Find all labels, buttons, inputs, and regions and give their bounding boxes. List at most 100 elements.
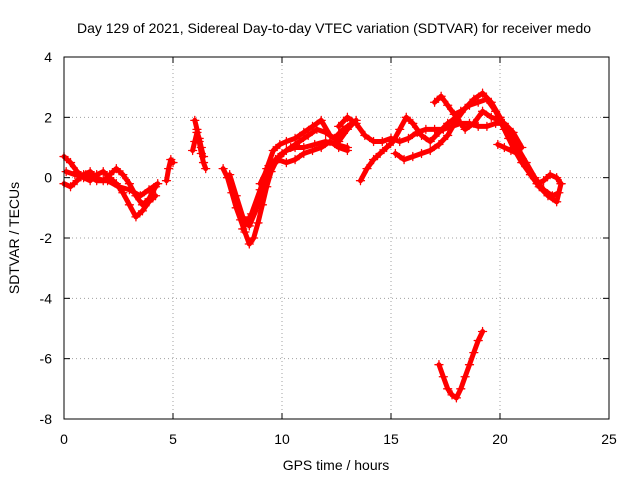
data-point [290,133,300,144]
data-point [449,109,459,119]
data-point [456,106,466,116]
data-point [102,176,113,186]
series-arc16 [434,326,488,403]
data-point [552,173,562,183]
data-point [360,130,370,141]
data-point [403,133,414,144]
data-point [238,212,248,222]
data-point [307,121,318,132]
data-point [443,130,453,141]
data-point [249,233,259,243]
data-point [456,384,466,394]
data-point [434,360,444,370]
data-point [525,170,536,180]
series-arc3 [61,166,163,201]
series-trace [164,157,176,184]
data-point [144,194,154,204]
data-point [473,335,483,346]
x-tick-label: 20 [492,431,508,447]
data-point [137,200,148,210]
x-tick-label: 0 [60,431,68,447]
data-point [543,191,553,201]
data-point [499,142,510,153]
data-point [443,384,453,394]
y-tick-label: -2 [40,230,53,246]
data-point [65,157,76,168]
y-tick-label: -8 [40,411,53,427]
data-point [429,97,440,107]
data-point [473,97,483,107]
data-point [408,151,418,162]
data-point [105,170,115,180]
y-tick-label: 0 [44,170,52,186]
data-point [388,136,398,147]
data-point [477,106,488,116]
data-point [425,145,435,156]
data-point [469,347,479,358]
data-point [538,176,549,186]
data-point [307,145,318,156]
data-point [434,139,444,150]
data-point [512,148,523,159]
data-point [98,166,108,177]
data-point [342,145,353,156]
data-point [451,115,462,125]
data-point [316,142,326,153]
data-point [425,136,435,147]
data-point [277,148,287,159]
data-point [460,372,470,382]
chart-title: Day 129 of 2021, Sidereal Day-to-day VTE… [77,20,591,36]
data-point [342,124,353,135]
data-point [238,224,248,234]
data-point [506,145,516,156]
series-arc8 [225,118,357,231]
series-arc10 [255,136,353,189]
data-point [153,179,163,189]
data-point [272,154,283,165]
x-axis: 0 5 10 15 20 25 [60,57,617,447]
data-point [499,124,510,135]
y-tick-label: -6 [40,351,53,367]
data-point [438,372,448,382]
data-series-group [59,88,566,403]
data-point [192,127,202,138]
data-point [92,176,102,186]
data-point [281,157,292,168]
data-point [113,182,124,192]
data-point [416,130,427,141]
data-point [451,393,462,403]
data-point [334,121,344,132]
data-point [168,157,178,168]
data-point [118,170,128,180]
data-point [416,148,427,159]
data-point [264,160,274,171]
data-point [342,112,353,122]
data-point [281,136,292,147]
data-point [325,136,335,147]
data-point [246,209,257,219]
data-point [244,239,254,249]
y-axis-label: SDTVAR / TECUs [6,182,22,294]
series-arc15 [493,139,566,189]
data-point [375,148,385,159]
data-point [390,148,401,159]
data-point [460,124,470,135]
data-point [124,200,135,210]
data-point [81,170,91,180]
data-point [490,106,501,116]
series-trace [63,169,161,199]
data-point [190,115,200,125]
data-point [401,112,411,122]
data-point [194,133,204,144]
data-point [482,94,492,104]
data-point [70,170,80,180]
data-point [316,115,326,125]
data-point [377,136,387,147]
data-point [351,118,361,129]
data-point [72,176,82,186]
data-point [135,191,145,201]
data-point [477,326,488,337]
data-point [493,139,503,150]
data-point [464,100,475,110]
series-arc4 [161,154,178,186]
